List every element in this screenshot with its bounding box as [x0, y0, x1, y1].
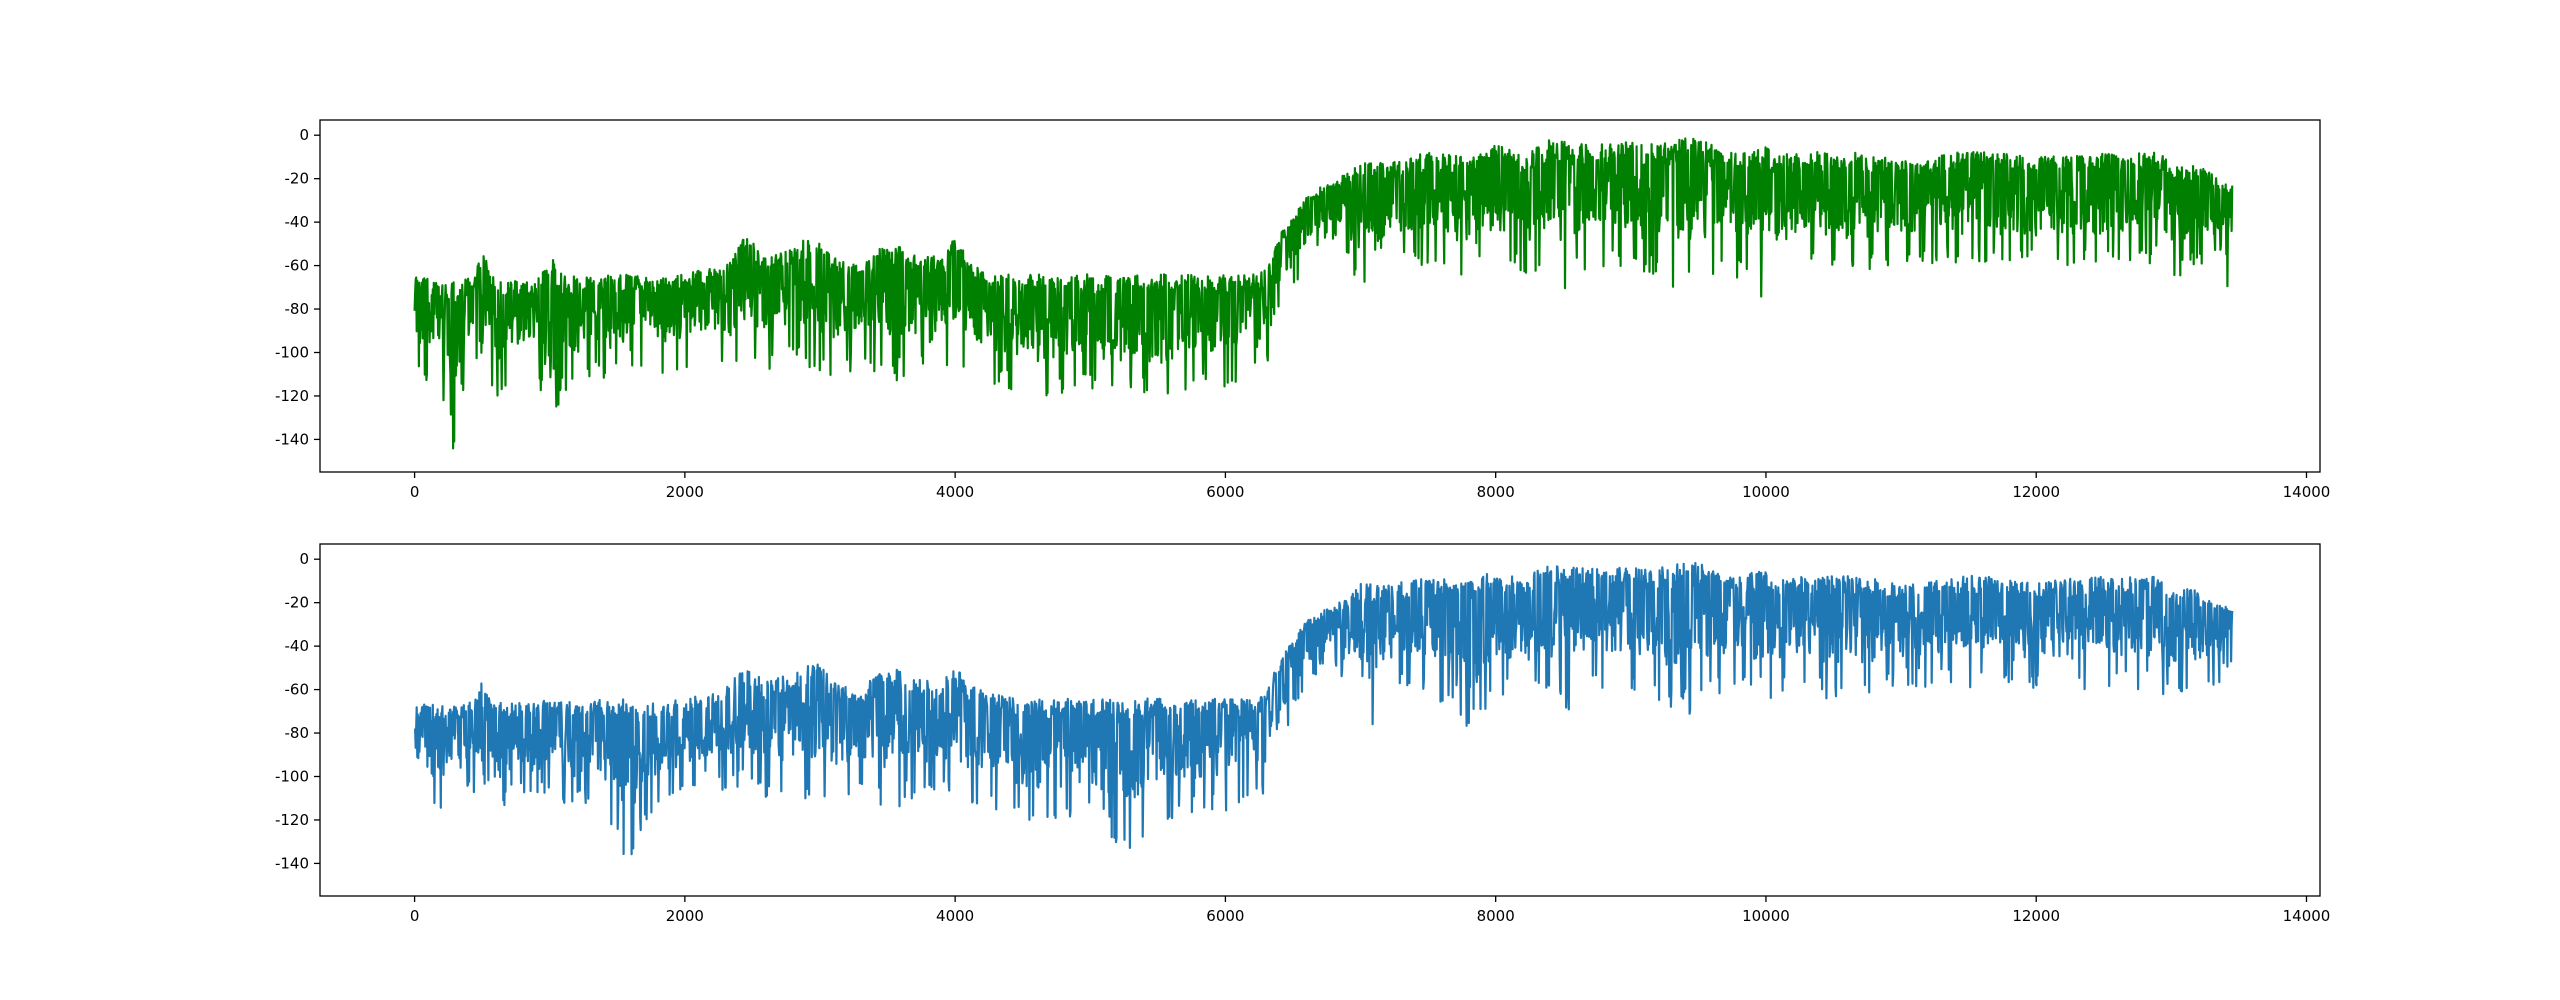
y-tick-label: 0	[299, 550, 309, 568]
y-tick-label: -100	[275, 343, 309, 361]
series-line-1	[413, 137, 2234, 450]
y-tick-label: -20	[285, 594, 310, 612]
y-tick-label: -120	[275, 387, 309, 405]
y-tick-label: -80	[285, 724, 310, 742]
x-tick-label: 6000	[1206, 483, 1244, 501]
x-tick-label: 4000	[936, 483, 974, 501]
x-tick-label: 10000	[1742, 483, 1790, 501]
y-tick-label: -60	[285, 681, 310, 699]
y-tick-label: -140	[275, 854, 309, 872]
x-tick-label: 6000	[1206, 907, 1244, 925]
x-tick-label: 0	[410, 483, 420, 501]
y-tick-label: -20	[285, 170, 310, 188]
x-tick-label: 12000	[2012, 483, 2060, 501]
x-tick-label: 8000	[1477, 907, 1515, 925]
y-tick-label: -40	[285, 637, 310, 655]
axes-frame-1	[319, 119, 2321, 473]
x-tick-label: 14000	[2283, 907, 2331, 925]
x-tick-label: 8000	[1477, 483, 1515, 501]
x-tick-label: 2000	[666, 483, 704, 501]
x-tick-label: 4000	[936, 907, 974, 925]
x-tick-label: 14000	[2283, 483, 2331, 501]
y-tick-label: -40	[285, 213, 310, 231]
series-line-2	[414, 561, 2234, 856]
x-tick-label: 10000	[1742, 907, 1790, 925]
y-tick-label: 0	[299, 126, 309, 144]
y-tick-label: -140	[275, 430, 309, 448]
y-tick-label: -120	[275, 811, 309, 829]
axes-frame-2	[319, 543, 2321, 897]
y-tick-label: -100	[275, 767, 309, 785]
axes-panel-1: 0 2000 4000 6000 8000 10000 12000 14000 0 -20 -40 -…	[275, 119, 2331, 501]
y-tick-label: -60	[285, 257, 310, 275]
y-tick-label: -80	[285, 300, 310, 318]
axes-panel-2: 0 2000 4000 6000 8000 10000 12000 14000 0 -20 -40 -…	[275, 543, 2331, 925]
x-tick-label: 0	[410, 907, 420, 925]
x-tick-label: 2000	[666, 907, 704, 925]
x-tick-label: 12000	[2012, 907, 2060, 925]
